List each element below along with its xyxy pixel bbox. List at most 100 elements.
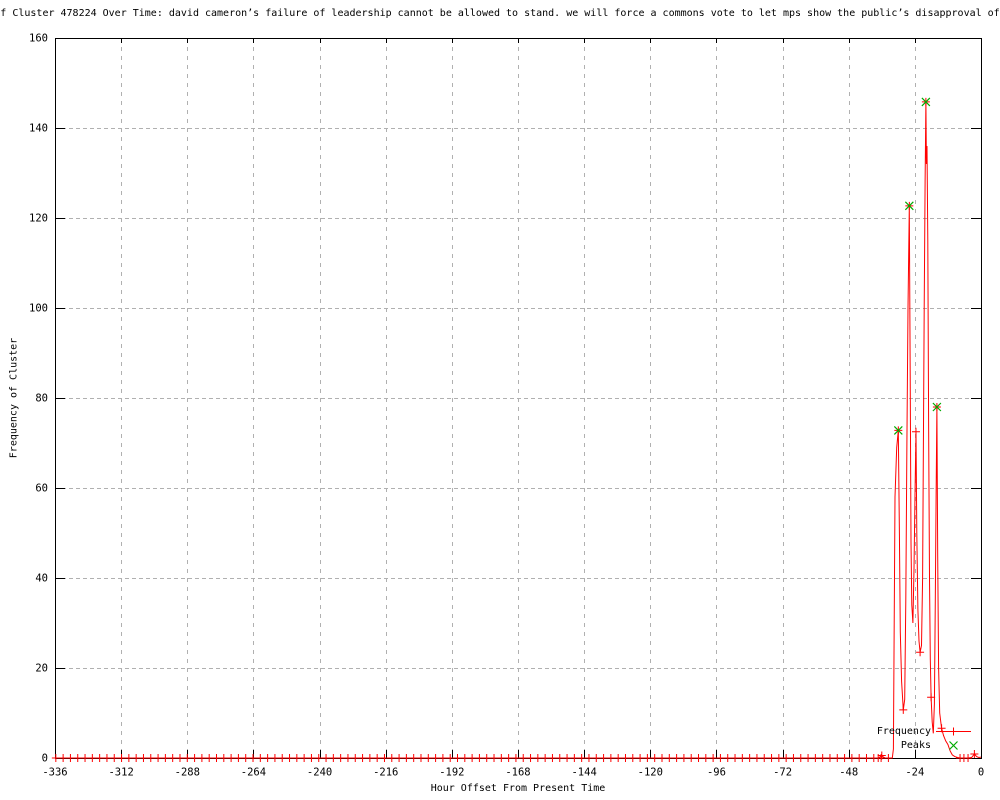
- data-point-plus-marker: [336, 754, 345, 762]
- data-point-plus-marker: [190, 754, 199, 762]
- legend-label-frequency: Frequency: [876, 726, 931, 737]
- data-point-plus-marker: [453, 754, 462, 762]
- x-tick-label: -168: [505, 767, 530, 779]
- peak-x-marker: [904, 201, 914, 211]
- x-tick-label: -192: [439, 767, 464, 779]
- data-point-plus-marker: [300, 754, 309, 762]
- data-point-plus-marker: [175, 754, 184, 762]
- y-tick-label: 80: [35, 393, 48, 405]
- data-point-plus-marker: [789, 754, 798, 762]
- data-point-plus-marker: [738, 754, 747, 762]
- data-point-plus-marker: [307, 754, 316, 762]
- data-point-plus-marker: [241, 754, 250, 762]
- data-point-plus-marker: [81, 754, 90, 762]
- data-point-plus-marker: [416, 754, 425, 762]
- data-point-plus-marker: [373, 754, 382, 762]
- data-point-plus-marker: [446, 754, 455, 762]
- data-point-plus-marker: [606, 754, 615, 762]
- data-point-plus-marker: [811, 754, 820, 762]
- data-point-plus-marker: [497, 754, 506, 762]
- data-point-plus-marker: [818, 754, 827, 762]
- y-tick-label: 120: [29, 213, 48, 225]
- legend-x-sample: [949, 741, 958, 750]
- data-point-plus-marker: [877, 751, 886, 760]
- data-point-plus-marker: [66, 754, 75, 762]
- data-point-plus-marker: [526, 754, 535, 762]
- x-tick-label: -96: [707, 767, 726, 779]
- data-point-plus-marker: [847, 754, 856, 762]
- data-point-plus-marker: [154, 754, 163, 762]
- x-tick-label: -288: [175, 767, 200, 779]
- data-point-plus-marker: [723, 754, 732, 762]
- data-point-plus-marker: [292, 754, 301, 762]
- data-point-plus-marker: [132, 754, 141, 762]
- data-point-plus-marker: [59, 754, 68, 762]
- data-point-plus-marker: [621, 754, 630, 762]
- x-tick-label: -144: [571, 767, 596, 779]
- data-point-plus-marker: [563, 754, 572, 762]
- data-point-plus-marker: [825, 754, 834, 762]
- x-tick-label: -240: [307, 767, 332, 779]
- legend-plus-sample: [949, 727, 958, 736]
- data-point-plus-marker: [88, 754, 97, 762]
- y-axis-label: Frequency of Cluster: [8, 337, 20, 459]
- data-point-plus-marker: [314, 754, 323, 762]
- data-point-plus-marker: [263, 754, 272, 762]
- data-point-plus-marker: [643, 754, 652, 762]
- data-point-plus-marker: [322, 754, 331, 762]
- data-point-plus-marker: [475, 754, 484, 762]
- data-point-plus-marker: [51, 754, 60, 762]
- data-point-plus-marker: [468, 754, 477, 762]
- data-point-plus-marker: [804, 754, 813, 762]
- data-point-plus-marker: [884, 754, 893, 762]
- data-point-plus-marker: [117, 754, 126, 762]
- data-point-plus-marker: [197, 754, 206, 762]
- data-point-plus-marker: [555, 754, 564, 762]
- data-point-plus-marker: [577, 754, 586, 762]
- data-point-plus-marker: [139, 754, 148, 762]
- data-point-plus-marker: [278, 754, 287, 762]
- data-point-plus-marker: [205, 754, 214, 762]
- x-tick-label: -264: [241, 767, 266, 779]
- data-point-plus-marker: [424, 754, 433, 762]
- data-point-plus-marker: [102, 754, 111, 762]
- data-point-plus-marker: [285, 754, 294, 762]
- y-tick-label: 140: [29, 123, 48, 135]
- peak-x-marker: [921, 97, 931, 107]
- data-point-plus-marker: [541, 754, 550, 762]
- data-point-plus-marker: [110, 754, 119, 762]
- x-tick-label: -120: [638, 767, 663, 779]
- frequency-line: [55, 101, 982, 759]
- data-point-plus-marker: [782, 754, 791, 762]
- data-point-plus-marker: [911, 427, 920, 436]
- data-point-plus-marker: [916, 648, 925, 657]
- data-point-plus-marker: [402, 754, 411, 762]
- data-point-plus-marker: [745, 754, 754, 762]
- data-point-plus-marker: [365, 754, 374, 762]
- data-point-plus-marker: [256, 754, 265, 762]
- data-point-plus-marker: [95, 754, 104, 762]
- data-point-plus-marker: [657, 754, 666, 762]
- data-point-plus-marker: [511, 754, 520, 762]
- data-point-plus-marker: [395, 754, 404, 762]
- data-point-plus-marker: [343, 754, 352, 762]
- data-point-plus-marker: [438, 754, 447, 762]
- data-point-plus-marker: [234, 754, 243, 762]
- x-tick-label: -312: [108, 767, 133, 779]
- data-point-plus-marker: [767, 754, 776, 762]
- data-point-plus-marker: [862, 754, 871, 762]
- data-point-plus-marker: [161, 754, 170, 762]
- data-point-plus-marker: [329, 754, 338, 762]
- data-point-plus-marker: [270, 754, 279, 762]
- data-point-plus-marker: [694, 754, 703, 762]
- data-point-plus-marker: [774, 754, 783, 762]
- data-point-plus-marker: [584, 754, 593, 762]
- chart-title: f Cluster 478224 Over Time: david camero…: [0, 8, 1000, 19]
- data-point-plus-marker: [351, 754, 360, 762]
- data-point-plus-marker: [716, 754, 725, 762]
- y-tick-label: 60: [35, 483, 48, 495]
- x-tick-label: -336: [42, 767, 67, 779]
- data-point-plus-marker: [760, 754, 769, 762]
- data-point-plus-marker: [752, 754, 761, 762]
